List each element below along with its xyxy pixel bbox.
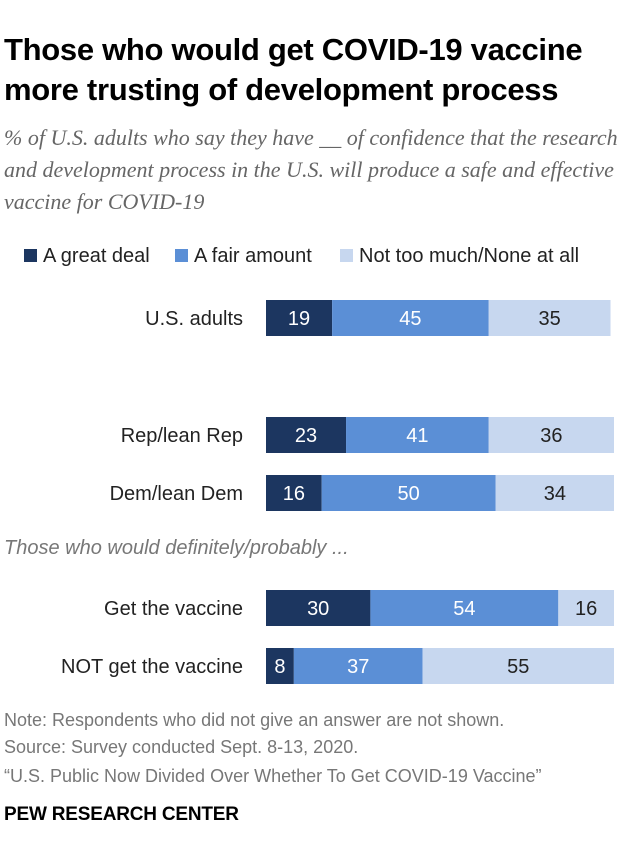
bar-get-the-vaccine-not-too-much-none-at-all bbox=[558, 590, 614, 626]
data-label-not-get-the-vaccine-a-great-deal: 8 bbox=[274, 656, 285, 678]
data-label-dem-lean-dem-not-too-much-none-at-all: 34 bbox=[544, 483, 566, 505]
data-label-not-get-the-vaccine-not-too-much-none-at-all: 55 bbox=[507, 656, 529, 678]
data-label-dem-lean-dem-a-fair-amount: 50 bbox=[398, 483, 420, 505]
data-label-rep-lean-rep-a-great-deal: 23 bbox=[295, 425, 317, 447]
legend-item-great-deal: A great deal bbox=[24, 245, 150, 268]
legend-label-great-deal: A great deal bbox=[43, 245, 150, 267]
chart-subtitle: % of U.S. adults who say they have __ of… bbox=[4, 125, 618, 214]
data-label-dem-lean-dem-a-great-deal: 16 bbox=[283, 483, 305, 505]
bar-rep-lean-rep-a-great-deal bbox=[266, 417, 347, 453]
data-label-rep-lean-rep-a-fair-amount: 41 bbox=[406, 425, 428, 447]
bar-not-get-the-vaccine-not-too-much-none-at-all bbox=[422, 648, 614, 684]
legend-swatch-fair-amount bbox=[175, 249, 188, 262]
data-label-u-s-adults-not-too-much-none-at-all: 35 bbox=[538, 308, 560, 330]
bar-not-get-the-vaccine-a-great-deal bbox=[266, 648, 294, 684]
bar-u-s-adults-a-fair-amount bbox=[332, 300, 489, 336]
category-label-rep-lean-rep: Rep/lean Rep bbox=[121, 425, 243, 447]
chart-title: Those who would get COVID-19 vaccine mor… bbox=[4, 32, 583, 107]
data-label-get-the-vaccine-a-great-deal: 30 bbox=[307, 598, 329, 620]
data-label-u-s-adults-a-great-deal: 19 bbox=[288, 308, 310, 330]
legend-swatch-not-too-much bbox=[340, 249, 353, 262]
legend-item-not-too-much: Not too much/None at all bbox=[340, 245, 579, 268]
bar-rep-lean-rep-a-fair-amount bbox=[346, 417, 489, 453]
category-label-u-s-adults: U.S. adults bbox=[145, 308, 243, 330]
bar-get-the-vaccine-a-great-deal bbox=[266, 590, 371, 626]
legend-swatch-great-deal bbox=[24, 249, 37, 262]
category-label-dem-lean-dem: Dem/lean Dem bbox=[110, 483, 243, 505]
data-label-not-get-the-vaccine-a-fair-amount: 37 bbox=[347, 656, 369, 678]
bar-not-get-the-vaccine-a-fair-amount bbox=[293, 648, 423, 684]
bar-rep-lean-rep-not-too-much-none-at-all bbox=[488, 417, 614, 453]
category-label-get-the-vaccine: Get the vaccine bbox=[104, 598, 243, 620]
data-label-get-the-vaccine-not-too-much-none-at-all: 16 bbox=[575, 598, 597, 620]
source-text: Source: Survey conducted Sept. 8-13, 202… bbox=[4, 737, 359, 757]
legend-label-not-too-much: Not too much/None at all bbox=[359, 245, 580, 267]
category-label-not-get-the-vaccine: NOT get the vaccine bbox=[61, 656, 243, 678]
data-label-rep-lean-rep-not-too-much-none-at-all: 36 bbox=[540, 425, 562, 447]
group-intro-label: Those who would definitely/probably ... bbox=[4, 537, 349, 559]
data-label-get-the-vaccine-a-fair-amount: 54 bbox=[453, 598, 475, 620]
chart-legend: A great deal A fair amount Not too much/… bbox=[0, 245, 624, 275]
bar-dem-lean-dem-a-fair-amount bbox=[321, 475, 496, 511]
data-label-u-s-adults-a-fair-amount: 45 bbox=[399, 308, 421, 330]
bar-u-s-adults-not-too-much-none-at-all bbox=[488, 300, 611, 336]
pew-research-logo-text: PEW RESEARCH CENTER bbox=[4, 804, 239, 825]
legend-label-fair-amount: A fair amount bbox=[194, 245, 312, 267]
report-title: “U.S. Public Now Divided Over Whether To… bbox=[4, 766, 542, 786]
bar-u-s-adults-a-great-deal bbox=[266, 300, 333, 336]
bar-get-the-vaccine-a-fair-amount bbox=[370, 590, 559, 626]
note-text: Note: Respondents who did not give an an… bbox=[4, 710, 505, 730]
bar-dem-lean-dem-not-too-much-none-at-all bbox=[495, 475, 614, 511]
bar-dem-lean-dem-a-great-deal bbox=[266, 475, 322, 511]
legend-item-fair-amount: A fair amount bbox=[175, 245, 312, 268]
